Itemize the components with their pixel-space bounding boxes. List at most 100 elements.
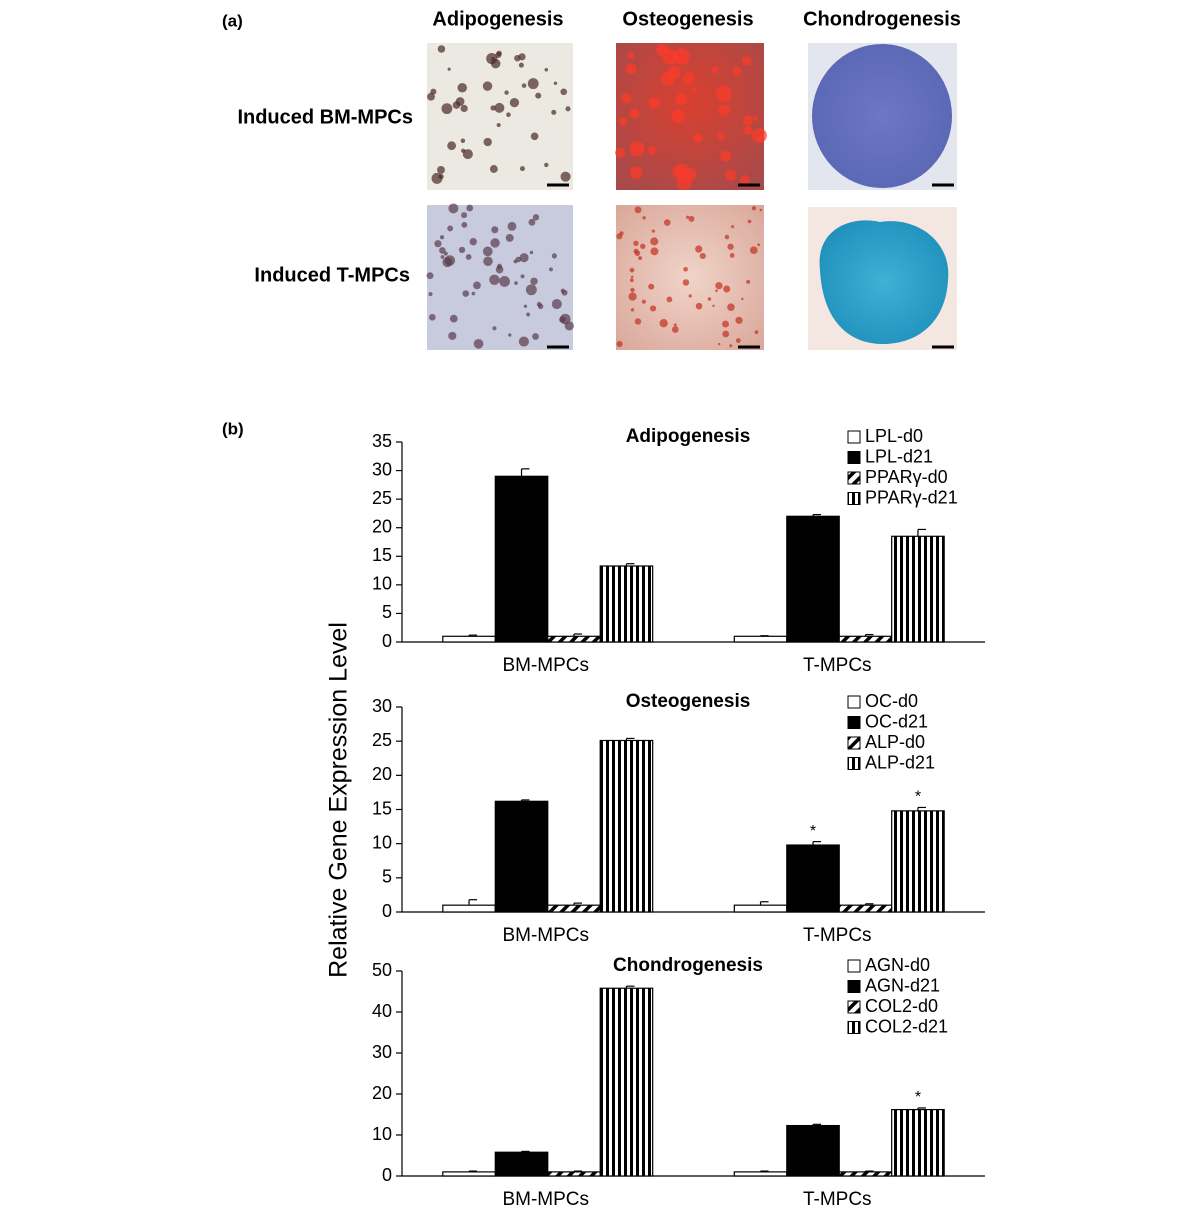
photo-texture (625, 63, 637, 75)
photo-texture (616, 340, 623, 348)
legend-label: COL2-d0 (865, 996, 938, 1016)
photo-texture (508, 333, 512, 337)
photo-texture (630, 308, 635, 312)
photo-texture (650, 237, 659, 246)
error-bar (759, 1170, 769, 1172)
photo-texture (519, 253, 529, 263)
photo-texture (458, 246, 466, 254)
y-tick-label: 10 (372, 1124, 392, 1144)
y-tick-label: 40 (372, 1001, 392, 1021)
y-tick-label: 0 (382, 631, 392, 651)
photo-texture (438, 174, 444, 180)
photo-texture (462, 149, 473, 160)
photo-texture (688, 294, 692, 298)
error-bar (864, 1170, 874, 1172)
y-tick-label: 10 (372, 574, 392, 594)
photo-texture (627, 52, 635, 60)
photo-texture (675, 93, 688, 105)
photo-texture (715, 289, 718, 293)
bar (891, 810, 945, 913)
legend-label: OC-d21 (865, 711, 928, 731)
photo-texture (551, 298, 562, 310)
photo-texture (507, 221, 517, 231)
photo-texture (426, 272, 434, 280)
x-tick-label: BM-MPCs (502, 925, 589, 946)
legend-label: AGN-d21 (865, 975, 940, 995)
legend-label: ALP-d21 (865, 752, 935, 772)
y-tick-label: 15 (372, 798, 392, 818)
error-bar (917, 1107, 926, 1110)
legend-swatch (847, 1000, 861, 1014)
photo-texture (648, 283, 655, 290)
error-bar (468, 634, 478, 637)
y-tick-label: 30 (372, 696, 392, 716)
photo-texture (532, 333, 539, 340)
photo-texture (529, 250, 534, 255)
photo-texture (455, 97, 465, 106)
error-bar (468, 899, 478, 906)
error-bar (520, 1150, 530, 1153)
legend-swatch (847, 471, 861, 485)
photo-texture (449, 314, 458, 323)
chart-title: Adipogenesis (626, 426, 751, 447)
photo-texture (443, 251, 448, 256)
photo-texture (718, 104, 731, 117)
bar (494, 1151, 549, 1177)
photo-texture (462, 290, 470, 297)
bar (891, 535, 945, 643)
photo-texture (742, 115, 753, 126)
micrographs (426, 43, 957, 350)
photo-texture (629, 141, 645, 157)
legend-label: PPARγ-d0 (865, 467, 948, 487)
photo-texture (691, 87, 697, 93)
photo-texture (520, 274, 525, 279)
panel-label: (b) (222, 419, 244, 438)
photo-texture (732, 66, 742, 76)
photo-texture (434, 240, 442, 248)
photo-texture (483, 256, 493, 267)
y-tick-label: 20 (372, 764, 392, 784)
legend-label: LPL-d0 (865, 426, 923, 446)
legend-swatch (847, 959, 861, 973)
photo-texture (492, 326, 497, 331)
photo-texture (666, 296, 673, 303)
photo-texture (457, 82, 468, 93)
legend-swatch (847, 451, 861, 464)
photo-texture (720, 150, 732, 162)
photo-texture (471, 291, 476, 296)
column-header: Chondrogenesis (803, 8, 961, 30)
photo-texture (712, 304, 715, 308)
error-bar (864, 633, 874, 637)
photo-texture (688, 215, 695, 222)
photo-texture (629, 267, 635, 273)
y-tick-label: 25 (372, 730, 392, 750)
photo-texture (530, 277, 538, 286)
photo-texture (729, 344, 733, 348)
photo-texture (695, 302, 703, 310)
y-tick-label: 30 (372, 459, 392, 479)
photo-texture (437, 45, 446, 53)
photo-texture (473, 338, 484, 349)
error-bar (812, 841, 822, 846)
photo-texture (619, 117, 628, 126)
chart-title: Osteogenesis (626, 691, 751, 712)
photo-texture (437, 165, 445, 174)
error-bar (573, 633, 582, 637)
photo-texture (439, 247, 446, 254)
photo-texture (722, 330, 730, 338)
photo-texture (641, 299, 646, 304)
photo-texture (518, 62, 524, 68)
photo-texture (633, 248, 639, 254)
photo (812, 44, 952, 188)
photo-texture (715, 282, 723, 290)
photo-texture (664, 219, 671, 226)
y-tick-label: 0 (382, 901, 392, 921)
photo-texture (642, 216, 646, 220)
photo-texture (528, 218, 536, 226)
photo-texture (651, 229, 656, 233)
legend-swatch (847, 1021, 861, 1034)
photo-texture (466, 204, 474, 212)
photo-texture (495, 265, 504, 274)
photo-texture (715, 85, 732, 102)
legend-label: OC-d0 (865, 691, 918, 711)
